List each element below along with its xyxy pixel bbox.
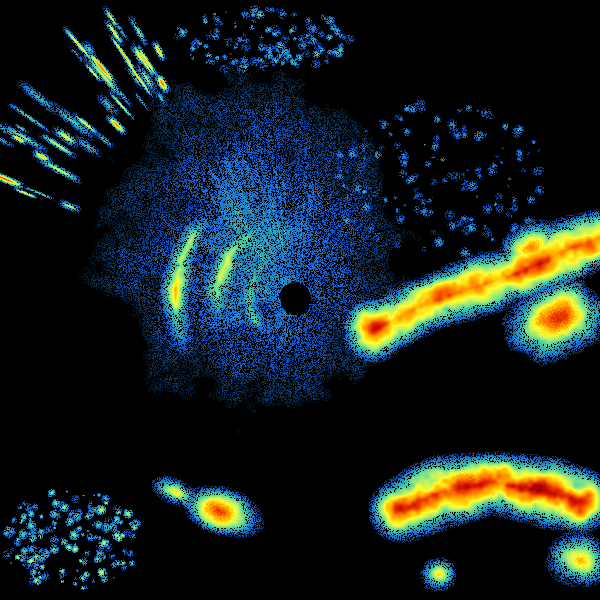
radar-echo-layer[interactable] (0, 0, 600, 600)
radar-reflectivity-display[interactable] (0, 0, 600, 600)
